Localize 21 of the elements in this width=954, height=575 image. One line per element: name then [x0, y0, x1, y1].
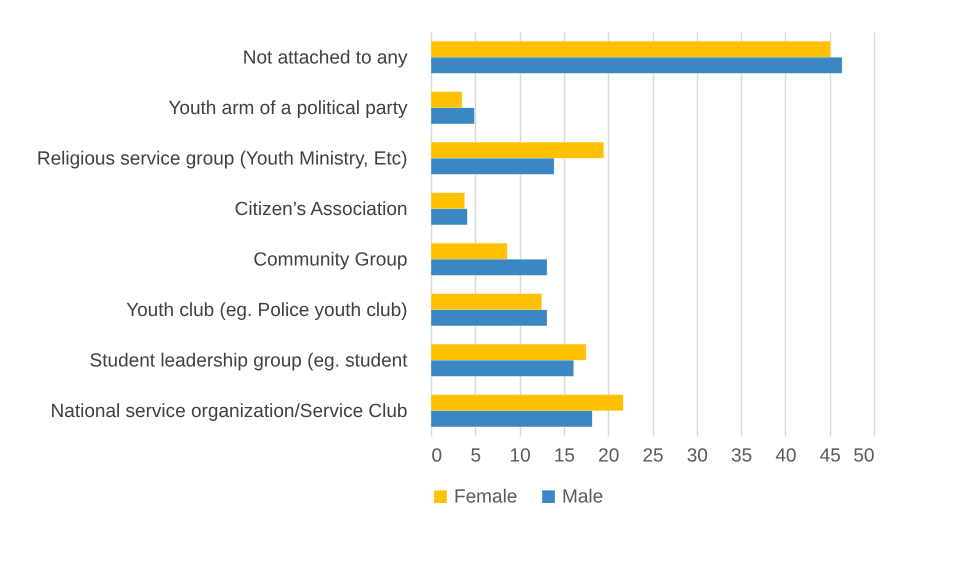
- y-tick-label: Youth club (eg. Police youth club): [126, 300, 408, 321]
- x-tick-label: 45: [820, 446, 841, 466]
- x-tick-label: 50: [853, 446, 874, 466]
- x-tick-label: 10: [510, 446, 531, 466]
- x-tick-label: 0: [432, 446, 442, 466]
- legend-label: Female: [454, 486, 518, 508]
- x-tick-label: 15: [554, 446, 575, 466]
- x-tick-label: 40: [775, 446, 796, 466]
- x-tick-label: 20: [598, 446, 620, 466]
- y-tick-label: Community Group: [253, 249, 408, 270]
- legend-label: Male: [562, 486, 604, 508]
- x-tick-label: 5: [470, 446, 482, 466]
- y-tick-label: Citizen’s Association: [234, 198, 408, 220]
- y-tick-label: Youth arm of a political party: [168, 98, 408, 119]
- x-tick-label: 30: [686, 446, 708, 466]
- y-tick-label: Not attached to any: [242, 47, 408, 68]
- y-tick-label: Religious service group (Youth Ministry, Etc): [36, 148, 408, 170]
- x-tick-label: 25: [642, 446, 664, 466]
- x-tick-label: 35: [731, 446, 752, 466]
- y-tick-label: Student leadership group (eg. student: [90, 350, 408, 372]
- y-tick-label: National service organization/Service Club: [50, 400, 408, 422]
